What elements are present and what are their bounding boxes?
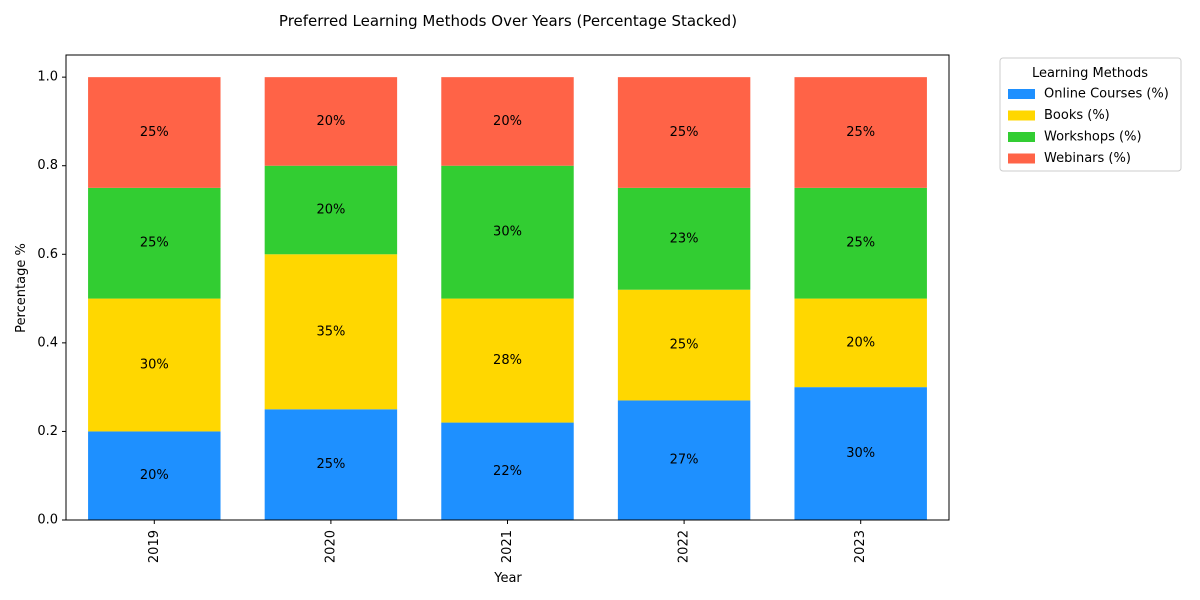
data-label-series-0-2020: 25% [316, 457, 345, 472]
data-label-series-3-2020: 20% [316, 114, 345, 129]
legend-swatch-3 [1008, 153, 1035, 164]
x-tick-label-2019: 2019 [147, 530, 162, 563]
x-axis-label: Year [493, 571, 522, 586]
y-tick-label-5: 1.0 [37, 70, 58, 85]
bar-series-0-2021 [441, 422, 574, 520]
data-label-series-0-2021: 22% [493, 464, 522, 479]
bar-series-3-2020 [264, 77, 398, 166]
legend-label-2: Workshops (%) [1044, 130, 1142, 145]
bar-series-2-2019 [88, 187, 221, 299]
bar-series-1-2020 [264, 254, 398, 410]
bar-series-2-2022 [617, 187, 751, 290]
bar-series-1-2019 [88, 298, 221, 432]
legend-swatch-2 [1008, 132, 1035, 142]
data-labels-layer: 20% 25% 22% 27% 30% 30% 35% 28% 25% 20% 25% 20% 30% 2… [140, 114, 875, 483]
data-label-series-3-2022: 25% [670, 125, 699, 140]
data-label-series-0-2023: 30% [846, 446, 875, 461]
bar-series-3-2019 [88, 77, 221, 188]
bars-layer [88, 77, 927, 520]
x-axis: 2019 2020 2021 2022 2023 [147, 520, 868, 563]
bar-series-0-2020 [264, 409, 398, 520]
legend-label-3: Webinars (%) [1044, 151, 1131, 166]
legend-label-1: Books (%) [1044, 108, 1110, 123]
data-label-series-1-2023: 20% [846, 335, 875, 350]
data-label-series-0-2019: 20% [140, 468, 169, 483]
y-tick-label-4: 0.8 [37, 158, 58, 173]
bar-series-3-2021 [441, 77, 574, 166]
chart-title: Preferred Learning Methods Over Years (P… [279, 12, 737, 30]
y-tick-label-0: 0.0 [37, 513, 58, 528]
legend-title: Learning Methods [1032, 66, 1148, 81]
data-label-series-1-2021: 28% [493, 353, 522, 368]
data-label-series-1-2019: 30% [140, 358, 169, 373]
bar-series-1-2023 [794, 298, 927, 388]
bar-series-3-2022 [617, 77, 751, 188]
y-tick-label-1: 0.2 [37, 424, 58, 439]
bar-series-2-2023 [794, 187, 927, 299]
y-tick-label-3: 0.6 [37, 247, 58, 262]
bar-series-2-2020 [264, 165, 398, 255]
bar-series-3-2023 [794, 77, 927, 188]
data-label-series-2-2023: 25% [846, 236, 875, 251]
y-axis: 0.0 0.2 0.4 0.6 0.8 1.0 [37, 70, 66, 528]
bar-series-0-2022 [617, 400, 751, 520]
legend-label-0: Online Courses (%) [1044, 87, 1169, 102]
data-label-series-3-2021: 20% [493, 114, 522, 129]
y-tick-label-2: 0.4 [37, 335, 58, 350]
y-axis-label: Percentage % [14, 243, 29, 333]
legend-swatch-1 [1008, 110, 1035, 121]
data-label-series-2-2020: 20% [316, 203, 345, 218]
x-tick-label-2020: 2020 [323, 530, 338, 563]
data-label-series-2-2021: 30% [493, 225, 522, 240]
data-label-series-1-2020: 35% [316, 324, 345, 339]
bar-series-0-2023 [794, 387, 927, 520]
data-label-series-3-2019: 25% [140, 125, 169, 140]
bar-series-2-2021 [441, 165, 574, 299]
data-label-series-2-2019: 25% [140, 236, 169, 251]
data-label-series-2-2022: 23% [670, 231, 699, 246]
data-label-series-0-2022: 27% [670, 453, 699, 468]
data-label-series-1-2022: 25% [670, 338, 699, 353]
bar-series-1-2021 [441, 298, 574, 423]
legend-frame [999, 57, 1182, 172]
x-tick-label-2022: 2022 [677, 530, 692, 563]
legend-swatch-0 [1008, 89, 1035, 99]
x-tick-label-2023: 2023 [853, 530, 868, 563]
x-tick-label-2021: 2021 [500, 530, 515, 563]
bar-series-1-2022 [617, 289, 751, 401]
plot-area: 20% 25% 22% 27% 30% 30% 35% 28% 25% 20% 25% 20% 30% 2… [65, 54, 950, 521]
legend: Learning Methods Online Courses (%) Books… [999, 57, 1182, 172]
data-label-series-3-2023: 25% [846, 125, 875, 140]
bar-series-0-2019 [88, 431, 221, 520]
